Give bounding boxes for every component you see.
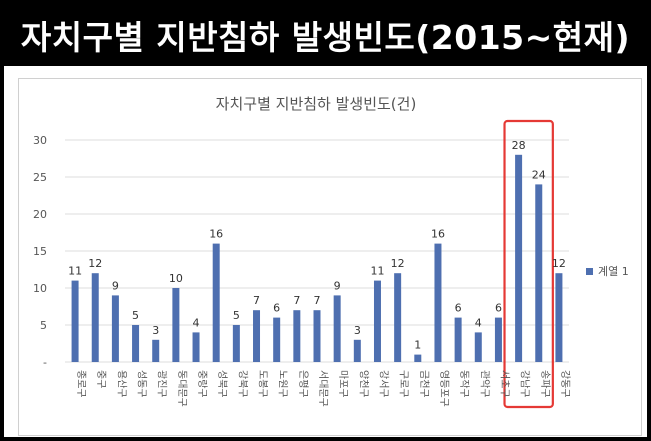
bar [91, 273, 99, 362]
x-tick-label: 노원구 [277, 370, 289, 398]
bar [535, 184, 543, 362]
bar [394, 273, 402, 362]
x-tick-label: 관악구 [478, 370, 490, 398]
bar [313, 310, 321, 362]
bar [474, 332, 482, 362]
data-label: 12 [88, 257, 102, 270]
x-tick-label: 양천구 [357, 370, 369, 398]
highlight-box [503, 119, 554, 409]
x-tick-label: 동작구 [458, 370, 470, 398]
y-tick-label: 25 [33, 171, 47, 184]
data-label: 6 [455, 302, 462, 315]
y-tick-label: 5 [40, 319, 47, 332]
x-tick-label: 광진구 [156, 370, 168, 398]
data-label: 7 [293, 294, 300, 307]
bar [111, 295, 119, 362]
x-tick-label: 영등포구 [438, 370, 450, 407]
x-tick-label: 송파구 [539, 370, 551, 398]
x-tick-label: 강남구 [519, 370, 531, 398]
data-label: 11 [370, 265, 384, 278]
highlight-rectangle [503, 119, 554, 409]
bar [232, 325, 240, 362]
data-label: 12 [391, 257, 405, 270]
data-label: 6 [495, 302, 502, 315]
data-label: 9 [334, 279, 341, 292]
data-label: 7 [314, 294, 321, 307]
data-label: 7 [253, 294, 260, 307]
x-tick-label: 성동구 [136, 370, 148, 398]
data-label: 11 [68, 265, 82, 278]
y-tick-label: - [43, 356, 47, 369]
data-label: 9 [112, 279, 119, 292]
data-label: 3 [152, 324, 159, 337]
bar [353, 339, 361, 362]
x-tick-label: 중랑구 [196, 370, 208, 398]
x-tick-label: 용산구 [115, 370, 127, 398]
data-label: 16 [431, 228, 445, 241]
data-label: 24 [532, 168, 546, 181]
legend: 계열 1 [586, 265, 629, 278]
bar [434, 243, 442, 362]
bar [273, 317, 281, 362]
data-label: 28 [512, 139, 526, 152]
x-tick-label: 서초구 [498, 370, 510, 398]
gridlines [65, 139, 569, 363]
category-labels: 종로구 중구 용산구 성동구 광진구 동대문구 중랑구 성북구 강북구 도봉구 노원구 은평구 서대문구… [75, 370, 571, 407]
bar [333, 295, 341, 362]
bar [132, 325, 140, 362]
x-tick-label: 강동구 [559, 370, 571, 398]
x-tick-label: 강북구 [236, 370, 248, 398]
x-tick-label: 동대문구 [176, 370, 188, 407]
x-tick-label: 서대문구 [317, 370, 329, 407]
y-tick-label: 15 [33, 245, 47, 258]
x-tick-label: 도봉구 [257, 370, 269, 398]
bar [293, 310, 301, 362]
bar [253, 310, 261, 362]
bar [454, 317, 462, 362]
data-label: 4 [193, 316, 200, 329]
bar [71, 280, 79, 362]
legend-label: 계열 1 [598, 265, 629, 278]
y-tick-label: 20 [33, 208, 47, 221]
data-label: 5 [132, 309, 139, 322]
x-tick-label: 구로구 [398, 370, 409, 398]
bar [212, 243, 220, 362]
x-tick-label: 금천구 [418, 370, 430, 398]
x-tick-label: 은평구 [297, 370, 309, 398]
bar [373, 280, 381, 362]
bar [414, 354, 422, 362]
data-label: 10 [169, 272, 183, 285]
x-tick-label: 종로구 [75, 370, 87, 398]
data-label: 12 [552, 257, 566, 270]
y-tick-label: 30 [33, 134, 47, 147]
chart-panel: 자치구별 지반침하 발생빈도(건) -5 10 15 20 25 30 11 12 9 5 3 10… [18, 78, 642, 436]
page-title: 자치구별 지반침하 발생빈도(2015~현재) [4, 4, 647, 66]
bar [555, 273, 563, 362]
data-label: 4 [475, 316, 482, 329]
x-tick-label: 중구 [95, 370, 107, 388]
bars [71, 154, 563, 362]
x-tick-label: 마포구 [337, 370, 349, 398]
data-label: 6 [273, 302, 280, 315]
data-label: 5 [233, 309, 240, 322]
chart-title: 자치구별 지반침하 발생빈도(건) [216, 95, 417, 113]
bar [494, 317, 502, 362]
data-label: 16 [209, 228, 223, 241]
x-tick-label: 강서구 [377, 370, 389, 398]
bar [172, 288, 180, 362]
legend-swatch [586, 268, 593, 275]
bar [152, 339, 160, 362]
bar [192, 332, 200, 362]
bar [515, 154, 523, 362]
data-label: 3 [354, 324, 361, 337]
data-label: 1 [414, 339, 421, 352]
y-tick-label: 10 [33, 282, 47, 295]
x-tick-label: 성북구 [216, 370, 228, 398]
y-axis: - 5 10 15 20 25 30 [33, 134, 47, 369]
